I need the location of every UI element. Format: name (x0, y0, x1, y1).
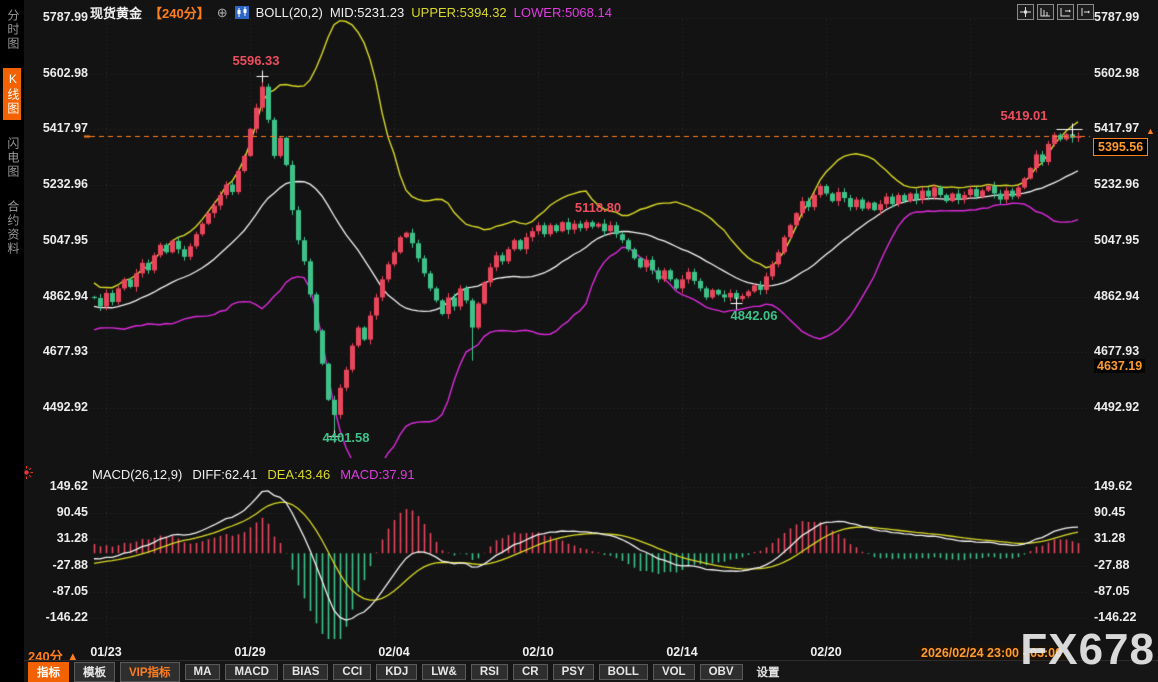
price-tick: 5232.96 (42, 177, 88, 192)
price-tick: 5232.96 (1094, 177, 1140, 192)
toolbar-button-BOLL[interactable]: BOLL (598, 663, 648, 680)
price-annotation: 5596.33 (232, 53, 280, 69)
boll-lower-value: LOWER:5068.14 (513, 5, 612, 20)
toolbar-button-BIAS[interactable]: BIAS (282, 663, 329, 680)
toolbar-button-模板[interactable]: 模板 (74, 661, 115, 682)
date-label: 01/23 (90, 645, 122, 659)
price-annotation: 5118.80 (574, 199, 622, 215)
price-annotation: 4401.58 (322, 430, 370, 446)
macd-tick: -87.05 (1094, 583, 1130, 598)
price-tick: 5602.98 (42, 65, 88, 80)
toolbar-button-MACD[interactable]: MACD (225, 663, 278, 680)
toolbar-button-CCI[interactable]: CCI (333, 663, 372, 680)
macd-tick: -146.22 (1094, 610, 1137, 624)
sidebar-tab-K线图[interactable]: K线图 (3, 68, 21, 120)
price-tick: 4677.93 (42, 344, 88, 359)
price-tick: 5787.99 (42, 10, 88, 24)
macd-tick: -27.88 (1094, 557, 1130, 572)
macd-tick: 31.28 (1094, 531, 1126, 546)
current-bar-time-label: 2026/02/24 23:00 - 03:00 (918, 646, 1066, 660)
sidebar-tab-合约资料[interactable]: 合约资料 (5, 200, 20, 256)
date-label: 02/14 (666, 645, 698, 659)
toolbar-button-CR[interactable]: CR (512, 663, 548, 680)
price-tick: 4492.92 (1094, 400, 1140, 414)
price-tick: 4862.94 (1094, 288, 1140, 303)
macd-tick: -146.22 (45, 610, 88, 624)
price-tick: 5047.95 (1094, 232, 1140, 247)
scale-right-icon[interactable] (1057, 4, 1074, 20)
toolbar-button-RSI[interactable]: RSI (470, 663, 508, 680)
date-label: 02/20 (810, 645, 842, 659)
price-annotation: 5419.01 (1000, 108, 1048, 124)
macd-header: MACD(26,12,9) DIFF:62.41 DEA:43.46 MACD:… (92, 467, 415, 482)
macd-diff-value: DIFF:62.41 (192, 467, 258, 482)
macd-tick: 90.45 (1094, 505, 1126, 520)
macd-tick: 31.28 (56, 531, 88, 546)
boll-params: BOLL(20,2) (255, 5, 323, 20)
price-annotation: 4842.06 (730, 307, 778, 323)
macd-tick: 90.45 (56, 505, 88, 520)
left-price-axis: 5787.99 5602.98 5417.97 5232.96 5047.95 4862.… (24, 0, 88, 660)
macd-tick: -87.05 (52, 583, 88, 598)
macd-tick: 149.62 (1094, 479, 1133, 493)
price-tick: 4492.92 (42, 400, 88, 414)
toolbar-button-VIP指标[interactable]: VIP指标 (120, 661, 180, 682)
chart-toolbar-icons (1017, 4, 1094, 20)
toolbar-button-PSY[interactable]: PSY (552, 663, 594, 680)
macd-tick: -27.88 (52, 557, 88, 572)
right-price-axis: 5787.99 5602.98 5417.97 5232.96 5047.95 4862.… (1094, 0, 1156, 660)
left-sidebar: 分时图 K线图闪电图合约资料 (0, 0, 24, 682)
price-tick: 5047.95 (42, 232, 88, 247)
session-low-tag: 4637.19 (1094, 358, 1146, 373)
period-label: 【240分】 (149, 6, 210, 21)
price-tick: 5417.97 (1094, 121, 1140, 136)
toolbar-button-VOL[interactable]: VOL (652, 663, 695, 680)
toolbar-button-MA[interactable]: MA (184, 663, 221, 680)
toolbar-button-设置[interactable]: 设置 (756, 666, 780, 679)
macd-dea-value: DEA:43.46 (267, 467, 331, 482)
toolbar-button-指标[interactable]: 指标 (28, 661, 69, 682)
scale-left-icon[interactable] (1037, 4, 1054, 20)
crosshair-icon[interactable] (1017, 4, 1034, 20)
boll-upper-value: UPPER:5394.32 (411, 5, 507, 20)
macd-params: MACD(26,12,9) (92, 467, 183, 482)
candlestick-icon[interactable] (234, 6, 249, 19)
toolbar-button-KDJ[interactable]: KDJ (376, 663, 418, 680)
chart-header: 现货黄金 【240分】 ⊕ BOLL(20,2) MID:5231.23 UPP… (90, 3, 612, 22)
macd-tick: 149.62 (49, 479, 88, 493)
symbol-name: 现货黄金 (90, 6, 143, 21)
price-tick: 5787.99 (1094, 10, 1140, 24)
macd-macd-value: MACD:37.91 (340, 467, 415, 482)
toolbar-button-OBV[interactable]: OBV (699, 663, 743, 680)
current-price-box: 5395.56 (1093, 138, 1149, 157)
date-label: 01/29 (234, 645, 266, 659)
magnet-icon[interactable]: ⊕ (216, 4, 228, 20)
sidebar-tab-分时图[interactable]: 分时图 (5, 9, 20, 51)
price-tick: 5417.97 (42, 121, 88, 136)
price-tick: 4862.94 (42, 288, 88, 303)
indicator-toolbar: 指标 模板 VIP指标 MA MACD BIAS CCI KDJ LW& RSI CR PSY BOLL… (24, 660, 1158, 682)
date-label: 02/04 (378, 645, 410, 659)
price-tick: 4677.93 (1094, 344, 1140, 359)
price-up-arrow-icon: ▲ (1146, 126, 1155, 137)
price-tick: 5602.98 (1094, 65, 1140, 80)
toolbar-button-LW&[interactable]: LW& (422, 663, 466, 680)
boll-mid-value: MID:5231.23 (329, 5, 405, 20)
date-label: 02/10 (522, 645, 554, 659)
pan-right-icon[interactable] (1077, 4, 1094, 20)
sidebar-tab-闪电图[interactable]: 闪电图 (5, 137, 20, 179)
